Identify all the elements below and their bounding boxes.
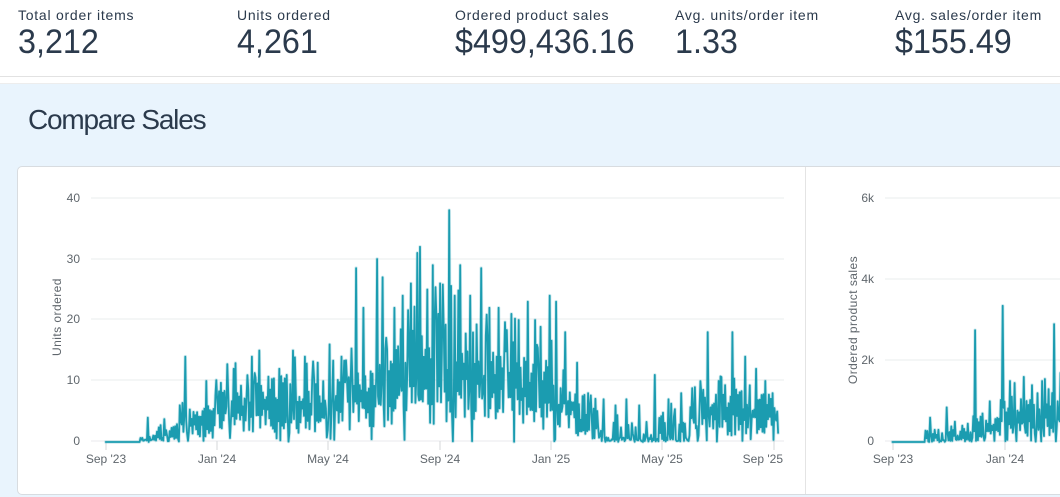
svg-text:30: 30 (67, 252, 81, 266)
svg-text:4k: 4k (861, 272, 875, 286)
svg-text:Sep '23: Sep '23 (86, 452, 127, 466)
svg-text:0: 0 (867, 434, 874, 448)
svg-text:May '24: May '24 (307, 452, 349, 466)
svg-text:Sep '23: Sep '23 (873, 452, 914, 466)
svg-text:0: 0 (73, 434, 80, 448)
svg-text:Ordered product sales: Ordered product sales (846, 256, 860, 384)
svg-text:2k: 2k (861, 353, 875, 367)
svg-text:40: 40 (67, 191, 81, 205)
svg-text:Units ordered: Units ordered (50, 278, 64, 356)
svg-text:Sep '25: Sep '25 (743, 452, 784, 466)
svg-text:Jan '24: Jan '24 (198, 452, 237, 466)
svg-text:May '25: May '25 (641, 452, 683, 466)
svg-text:Jan '24: Jan '24 (986, 452, 1025, 466)
svg-text:Sep '24: Sep '24 (420, 452, 461, 466)
svg-text:20: 20 (67, 312, 81, 326)
svg-text:6k: 6k (861, 191, 875, 205)
svg-text:Jan '25: Jan '25 (532, 452, 571, 466)
svg-text:10: 10 (67, 373, 81, 387)
